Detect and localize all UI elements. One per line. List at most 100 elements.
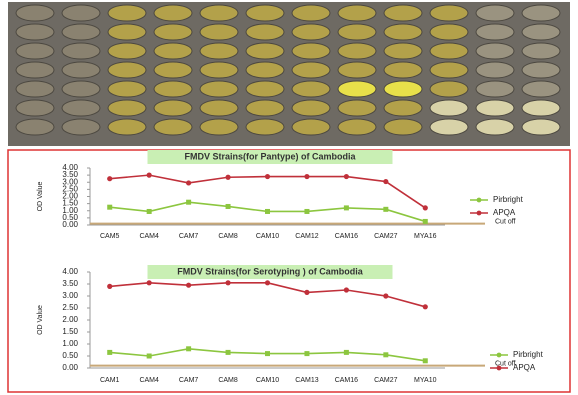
well <box>522 119 560 135</box>
point <box>226 204 231 209</box>
well <box>62 24 100 40</box>
figure: FMDV Strains(for Pantype) of Cambodia OD … <box>0 0 578 395</box>
well <box>476 62 514 78</box>
well <box>154 24 192 40</box>
legend-label: Pirbright <box>513 350 544 359</box>
well <box>292 81 330 97</box>
well <box>62 81 100 97</box>
well <box>384 81 422 97</box>
well <box>200 119 238 135</box>
well <box>522 100 560 116</box>
well <box>476 100 514 116</box>
well <box>384 62 422 78</box>
well <box>338 5 376 21</box>
well <box>200 5 238 21</box>
y-axis-label: OD Value <box>37 181 44 211</box>
well <box>200 100 238 116</box>
well <box>246 62 284 78</box>
well <box>200 81 238 97</box>
x-tick-label: CAM7 <box>179 377 199 384</box>
well <box>292 24 330 40</box>
well <box>154 5 192 21</box>
well <box>430 119 468 135</box>
point <box>225 280 230 285</box>
y-tick-label: 4.00 <box>62 163 78 172</box>
point <box>147 280 152 285</box>
x-tick-label: CAM27 <box>374 233 397 240</box>
well <box>16 24 54 40</box>
x-tick-label: CAM27 <box>374 377 397 384</box>
well <box>246 24 284 40</box>
legend-marker <box>477 211 482 216</box>
point <box>344 174 349 179</box>
point <box>107 350 112 355</box>
point <box>147 354 152 359</box>
chart-title: FMDV Strains(for Serotyping ) of Cambodi… <box>177 266 364 276</box>
legend-label: APQA <box>513 363 536 372</box>
well <box>108 62 146 78</box>
point <box>423 205 428 210</box>
point <box>186 346 191 351</box>
well <box>246 43 284 59</box>
well <box>200 62 238 78</box>
x-tick-label: CAM12 <box>295 233 318 240</box>
well <box>200 43 238 59</box>
point <box>344 205 349 210</box>
chart-title: FMDV Strains(for Pantype) of Cambodia <box>184 151 356 161</box>
well <box>338 43 376 59</box>
well <box>430 62 468 78</box>
legend-label: Pirbright <box>493 195 524 204</box>
x-tick-label: CAM4 <box>139 377 159 384</box>
y-tick-label: 2.00 <box>62 315 78 324</box>
x-tick-label: CAM16 <box>335 233 358 240</box>
well <box>16 5 54 21</box>
well <box>16 62 54 78</box>
point <box>147 209 152 214</box>
y-tick-label: 0.50 <box>62 351 78 360</box>
point <box>186 283 191 288</box>
well <box>522 5 560 21</box>
well <box>292 5 330 21</box>
well <box>522 24 560 40</box>
well <box>430 100 468 116</box>
well <box>108 5 146 21</box>
point <box>107 176 112 181</box>
point <box>304 351 309 356</box>
point <box>423 219 428 224</box>
point <box>265 280 270 285</box>
well <box>246 81 284 97</box>
well <box>430 81 468 97</box>
well <box>108 100 146 116</box>
well <box>384 24 422 40</box>
well <box>154 100 192 116</box>
point <box>265 209 270 214</box>
well <box>16 100 54 116</box>
point <box>265 174 270 179</box>
well <box>108 24 146 40</box>
point <box>225 175 230 180</box>
well <box>476 5 514 21</box>
x-tick-label: CAM7 <box>179 233 199 240</box>
x-tick-label: CAM10 <box>256 377 279 384</box>
point <box>107 284 112 289</box>
x-tick-label: CAM8 <box>218 377 238 384</box>
point <box>383 293 388 298</box>
well <box>430 5 468 21</box>
well <box>246 5 284 21</box>
point <box>344 287 349 292</box>
y-tick-label: 0.00 <box>62 363 78 372</box>
well <box>292 62 330 78</box>
well <box>522 62 560 78</box>
x-tick-label: CAM1 <box>100 377 120 384</box>
point <box>147 173 152 178</box>
well <box>154 43 192 59</box>
well <box>16 43 54 59</box>
well <box>384 100 422 116</box>
y-tick-label: 1.00 <box>62 339 78 348</box>
well <box>384 119 422 135</box>
well <box>108 81 146 97</box>
well <box>62 119 100 135</box>
x-tick-label: CAM13 <box>295 377 318 384</box>
well <box>62 62 100 78</box>
well <box>292 100 330 116</box>
